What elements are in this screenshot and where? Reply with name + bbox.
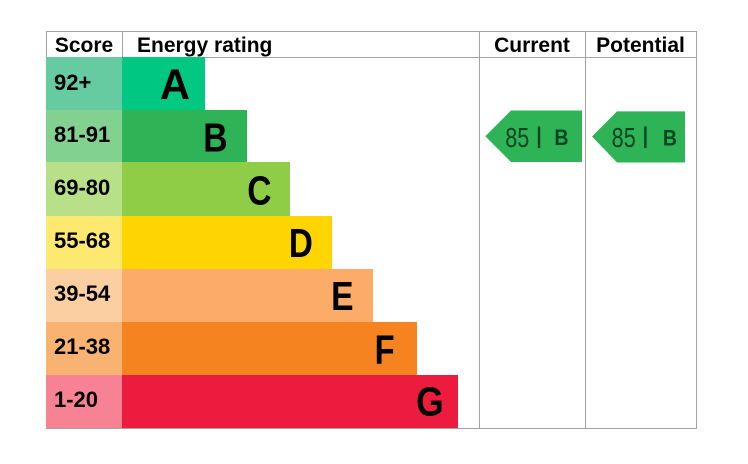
svg-text:F: F — [375, 326, 395, 372]
svg-text:G: G — [416, 379, 444, 425]
svg-text:B: B — [554, 126, 568, 150]
svg-text:A: A — [160, 61, 190, 108]
svg-text:B: B — [203, 114, 227, 160]
svg-text:E: E — [331, 273, 353, 319]
svg-text:D: D — [289, 220, 313, 266]
svg-text:B: B — [663, 126, 677, 150]
svg-text:C: C — [247, 167, 271, 213]
svg-text:85: 85 — [612, 124, 636, 154]
svg-text:85: 85 — [505, 124, 529, 154]
